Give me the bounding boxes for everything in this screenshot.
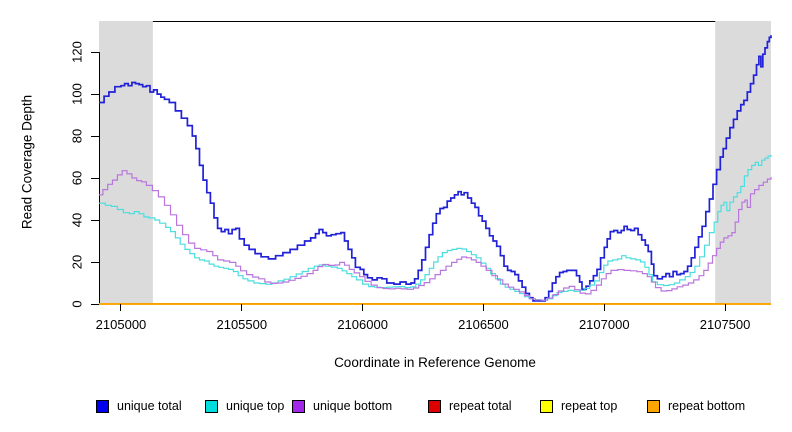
y-axis-tick [91,177,99,179]
legend-label: repeat total [449,399,512,413]
legend-label: repeat bottom [668,399,746,413]
repeat-region-shade-left [99,21,153,304]
legend-label: unique bottom [313,399,393,413]
x-tick-label: 2105000 [95,317,147,332]
x-axis-tick [603,304,605,311]
y-tick-label: 100 [69,83,85,105]
y-axis-tick [91,219,99,221]
legend-item-unique-total: unique total [96,399,182,413]
y-axis-tick [91,135,99,137]
y-axis-tick [91,93,99,95]
y-tick-label: 60 [69,170,85,186]
y-axis-tick [91,303,99,305]
legend-swatch-icon [205,399,218,413]
legend-item-unique-bottom: unique bottom [292,399,392,413]
x-axis-tick [120,304,122,311]
y-tick-label: 40 [69,212,85,228]
legend-swatch-icon [540,399,553,413]
y-tick-label: 20 [69,254,85,270]
y-axis-title: Read Coverage Depth [19,94,35,230]
legend-item-repeat-bottom: repeat bottom [647,399,745,413]
x-tick-label: 2106000 [337,317,388,332]
legend: unique total unique top unique bottom repea… [0,399,792,419]
legend-item-repeat-top: repeat top [540,399,617,413]
y-tick-label: 120 [69,41,85,63]
x-axis-tick [241,304,243,311]
plot-panel [99,21,772,305]
legend-swatch-icon [647,399,660,413]
x-axis-tick [362,304,364,311]
x-tick-label: 2106500 [458,317,509,332]
legend-label: unique total [117,399,182,413]
legend-item-unique-top: unique top [205,399,284,413]
x-tick-label: 2107000 [578,317,630,332]
y-axis-tick [91,51,99,53]
legend-label: unique top [226,399,285,413]
legend-swatch-icon [292,399,305,413]
legend-swatch-icon [428,399,441,413]
x-axis-tick [724,304,726,311]
y-tick-label: 80 [69,128,85,144]
series-line-unique-top [99,154,772,301]
x-axis-title: Coordinate in Reference Genome [334,355,536,370]
x-axis-tick [482,304,484,311]
x-tick-label: 2105500 [216,317,268,332]
legend-label: repeat top [561,399,618,413]
series-line-unique-bottom [99,170,772,301]
legend-item-repeat-total: repeat total [428,399,512,413]
x-tick-label: 2107500 [699,317,751,332]
chart-canvas [99,21,772,305]
y-tick-label: 0 [69,300,85,308]
series-line-unique-total [99,35,772,302]
y-axis-tick [91,261,99,263]
legend-swatch-icon [96,399,109,413]
